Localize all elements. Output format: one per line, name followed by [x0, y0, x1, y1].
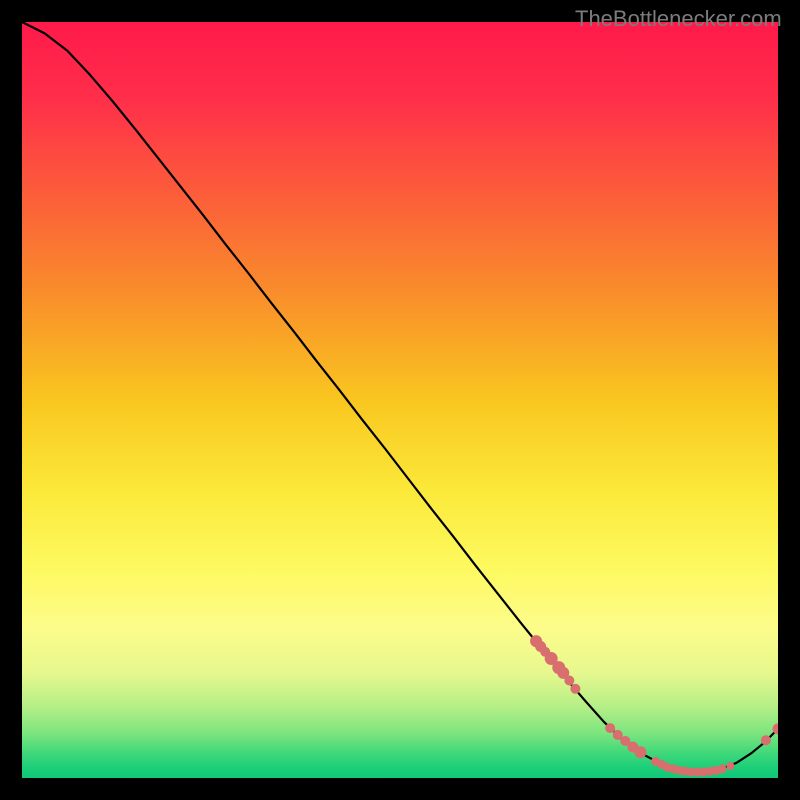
data-marker: [570, 684, 580, 694]
bottleneck-curve-chart: [22, 22, 778, 778]
data-marker: [761, 735, 771, 745]
watermark-text: TheBottlenecker.com: [575, 6, 782, 32]
chart-background: [22, 22, 778, 778]
data-marker: [718, 764, 727, 773]
data-marker: [605, 723, 615, 733]
data-marker: [634, 746, 646, 758]
data-marker: [726, 762, 734, 770]
data-marker: [564, 675, 574, 685]
